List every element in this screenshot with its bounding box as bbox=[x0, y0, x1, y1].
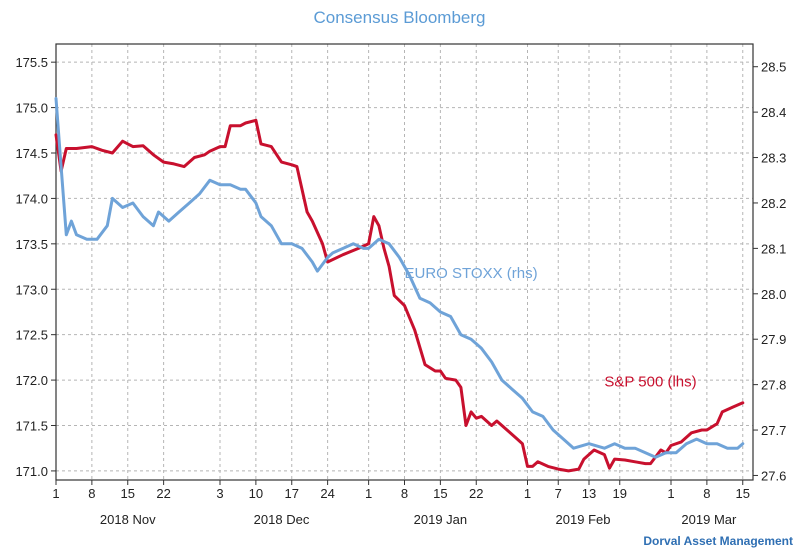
right-tick-label: 27.7 bbox=[761, 423, 786, 438]
left-tick-label: 175.5 bbox=[15, 55, 48, 70]
right-tick-label: 27.6 bbox=[761, 468, 786, 483]
x-month-label: 2019 Mar bbox=[681, 512, 737, 527]
x-tick-label: 1 bbox=[524, 486, 531, 501]
right-tick-label: 28.5 bbox=[761, 60, 786, 75]
x-tick-label: 22 bbox=[156, 486, 170, 501]
x-tick-label: 17 bbox=[285, 486, 299, 501]
x-tick-label: 1 bbox=[667, 486, 674, 501]
x-tick-label: 8 bbox=[401, 486, 408, 501]
left-tick-label: 172.0 bbox=[15, 373, 48, 388]
right-tick-label: 27.9 bbox=[761, 332, 786, 347]
eurostoxx-series-label: EURO STOXX (rhs) bbox=[405, 265, 538, 282]
left-tick-label: 173.0 bbox=[15, 282, 48, 297]
eurostoxx-line bbox=[54, 97, 745, 459]
x-tick-label: 8 bbox=[88, 486, 95, 501]
right-tick-label: 28.0 bbox=[761, 287, 786, 302]
x-tick-label: 3 bbox=[216, 486, 223, 501]
x-tick-label: 22 bbox=[469, 486, 483, 501]
x-month-label: 2018 Nov bbox=[100, 512, 156, 527]
x-tick-label: 8 bbox=[703, 486, 710, 501]
x-tick-label: 15 bbox=[433, 486, 447, 501]
x-tick-label: 24 bbox=[320, 486, 334, 501]
left-tick-label: 174.5 bbox=[15, 146, 48, 161]
x-tick-label: 7 bbox=[555, 486, 562, 501]
x-tick-label: 15 bbox=[736, 486, 750, 501]
x-tick-label: 19 bbox=[613, 486, 627, 501]
credit-label: Dorval Asset Management bbox=[643, 534, 793, 548]
x-tick-label: 1 bbox=[365, 486, 372, 501]
left-tick-label: 175.0 bbox=[15, 101, 48, 116]
right-tick-label: 28.1 bbox=[761, 241, 786, 256]
sp500-line bbox=[54, 118, 745, 473]
x-month-label: 2018 Dec bbox=[254, 512, 310, 527]
x-month-label: 2019 Jan bbox=[414, 512, 468, 527]
x-tick-label: 15 bbox=[121, 486, 135, 501]
sp500-series-label: S&P 500 (lhs) bbox=[604, 373, 696, 390]
x-tick-label: 10 bbox=[249, 486, 263, 501]
left-tick-label: 171.5 bbox=[15, 419, 48, 434]
right-tick-label: 28.3 bbox=[761, 151, 786, 166]
left-tick-label: 174.0 bbox=[15, 191, 48, 206]
left-tick-label: 172.5 bbox=[15, 328, 48, 343]
left-tick-label: 171.0 bbox=[15, 464, 48, 479]
right-tick-label: 28.2 bbox=[761, 196, 786, 211]
right-tick-label: 27.8 bbox=[761, 378, 786, 393]
x-month-label: 2019 Feb bbox=[556, 512, 611, 527]
chart-title: Consensus Bloomberg bbox=[313, 8, 486, 27]
x-tick-label: 1 bbox=[52, 486, 59, 501]
left-tick-label: 173.5 bbox=[15, 237, 48, 252]
x-tick-label: 13 bbox=[582, 486, 596, 501]
right-tick-label: 28.4 bbox=[761, 105, 786, 120]
